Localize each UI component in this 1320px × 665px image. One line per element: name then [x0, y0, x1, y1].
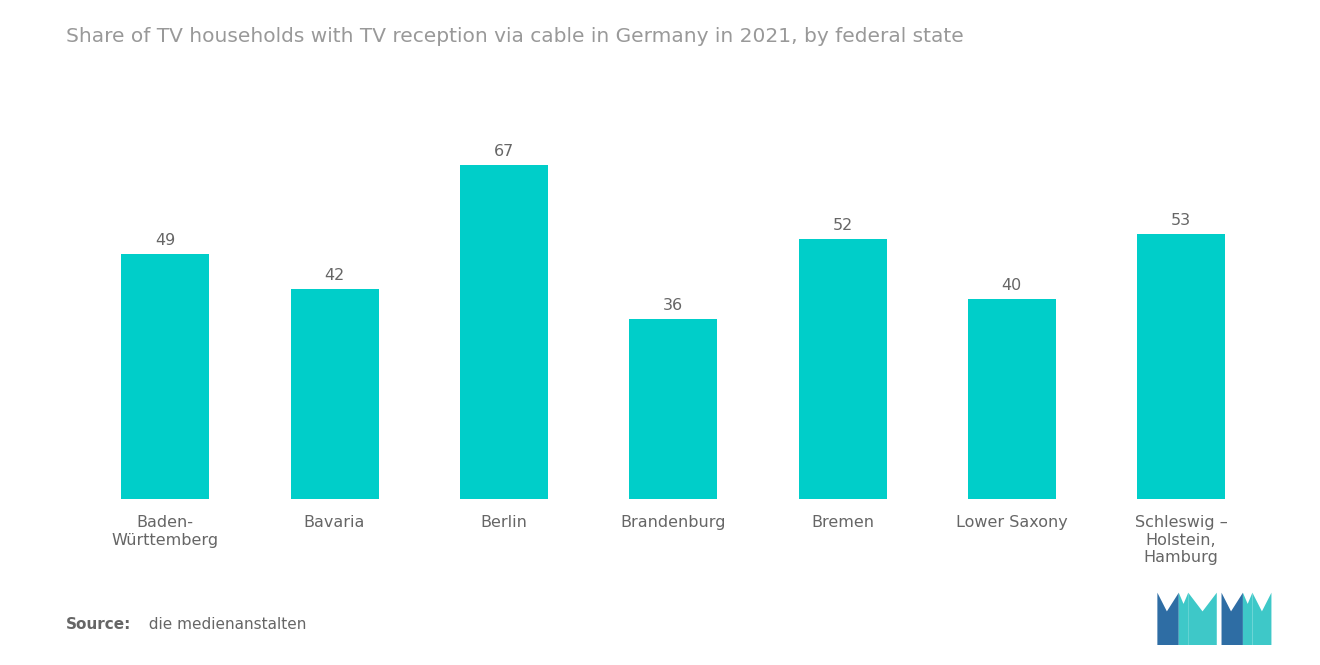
Polygon shape [1221, 593, 1243, 645]
Bar [630, 319, 717, 499]
Text: die medienanstalten: die medienanstalten [139, 616, 306, 632]
Text: 53: 53 [1171, 213, 1191, 228]
Text: 42: 42 [325, 268, 345, 283]
Polygon shape [1179, 593, 1188, 645]
Text: Source:: Source: [66, 616, 132, 632]
Text: Share of TV households with TV reception via cable in Germany in 2021, by federa: Share of TV households with TV reception… [66, 27, 964, 46]
Bar [1137, 234, 1225, 499]
Polygon shape [1158, 593, 1179, 645]
Text: 36: 36 [663, 298, 684, 313]
Polygon shape [1243, 593, 1253, 645]
Text: 49: 49 [154, 233, 176, 248]
Bar [799, 239, 887, 499]
Polygon shape [1253, 593, 1271, 645]
Bar [290, 289, 379, 499]
Polygon shape [1188, 593, 1217, 645]
Bar [968, 299, 1056, 499]
Text: 52: 52 [833, 218, 853, 233]
Text: 67: 67 [494, 144, 513, 158]
Text: 40: 40 [1002, 278, 1022, 293]
Bar [121, 254, 210, 499]
Bar [459, 164, 548, 499]
